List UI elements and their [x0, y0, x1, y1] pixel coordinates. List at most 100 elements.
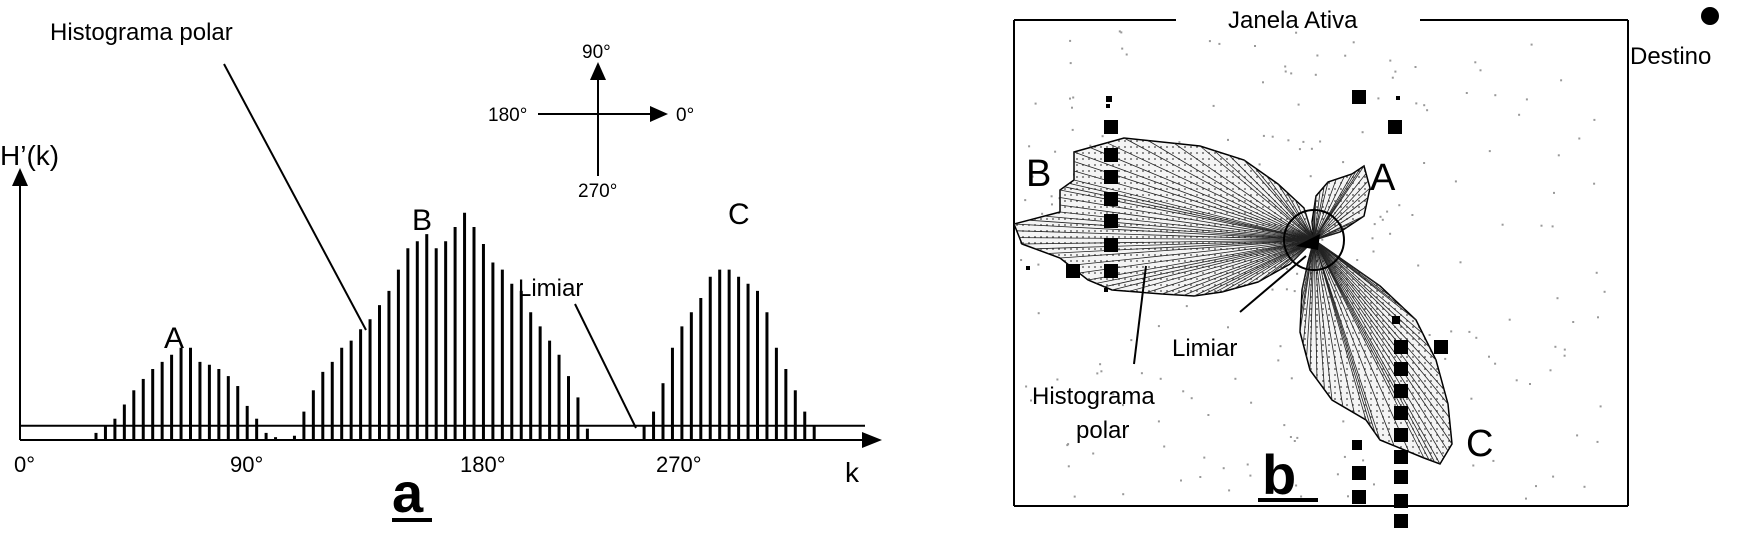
obstacle-cell	[1106, 104, 1110, 108]
scatter-dot	[1122, 493, 1125, 496]
polar-ray	[1233, 239, 1315, 289]
scatter-dot	[1549, 369, 1552, 372]
scatter-dot	[1207, 414, 1210, 416]
histogram-label-line1: Histograma	[1032, 383, 1155, 410]
polar-ray	[1019, 237, 1315, 241]
scatter-dot	[1285, 288, 1288, 291]
polar-ray	[1203, 239, 1315, 295]
scatter-dot	[1034, 102, 1037, 105]
polar-ray	[1104, 239, 1315, 288]
scatter-dot	[1069, 97, 1071, 100]
obstacle-cell	[1394, 450, 1408, 464]
scatter-dot	[1557, 154, 1560, 157]
scatter-dot	[1563, 348, 1566, 351]
scatter-dot	[1472, 464, 1475, 467]
scatter-dot	[1203, 456, 1206, 459]
scatter-dot	[1362, 459, 1365, 462]
scatter-dot	[1298, 148, 1301, 151]
scatter-dot	[1352, 41, 1355, 44]
direction-compass: 90° 180° 0° 270°	[488, 42, 694, 202]
scatter-dot	[1101, 135, 1104, 138]
limiar-label-b: Limiar	[1172, 335, 1237, 362]
polar-ray	[1313, 187, 1371, 241]
scatter-dot	[1344, 54, 1347, 57]
polar-ray	[1285, 191, 1315, 241]
obstacle-cell	[1352, 490, 1366, 504]
scatter-dot	[1290, 72, 1293, 75]
scatter-dot	[1182, 390, 1185, 393]
scatter-dot	[1222, 467, 1225, 470]
scatter-dot	[1250, 401, 1253, 404]
scatter-dot	[1071, 128, 1074, 131]
polar-ray	[1021, 239, 1315, 245]
polar-ray	[1172, 239, 1315, 296]
polar-ray	[1106, 142, 1315, 241]
polar-ray	[1078, 239, 1315, 274]
scatter-dot	[1041, 212, 1044, 215]
scatter-dot	[1373, 483, 1375, 486]
peak-label-a: A	[164, 322, 184, 355]
obstacle-cell	[1396, 96, 1400, 100]
polar-ray	[1313, 165, 1365, 241]
x-tick-0: 0°	[14, 452, 35, 477]
polar-ray	[1059, 197, 1315, 241]
polar-ray	[1313, 179, 1337, 241]
polar-ray	[1016, 230, 1315, 241]
polar-ray	[1313, 239, 1452, 432]
polar-ray	[1254, 167, 1315, 241]
active-window-label: Janela Ativa	[1228, 7, 1358, 34]
scatter-dot	[1459, 261, 1462, 264]
threshold-callout-line	[574, 303, 637, 429]
scatter-dot	[1112, 393, 1115, 396]
x-axis-label: k	[845, 457, 860, 488]
polar-ray	[1302, 239, 1315, 345]
scatter-dot	[1508, 318, 1511, 321]
polar-ray	[1087, 239, 1315, 281]
scatter-dot	[1099, 363, 1102, 366]
polar-ray	[1313, 239, 1417, 321]
polar-ray	[1313, 239, 1333, 401]
scatter-dot	[1310, 147, 1313, 150]
scatter-dot	[1576, 434, 1579, 437]
polar-ray	[1221, 239, 1315, 293]
destination-marker	[1701, 7, 1719, 25]
obstacle-cell	[1388, 120, 1402, 134]
polar-ray	[1161, 239, 1315, 295]
polar-ray	[1059, 211, 1315, 241]
scatter-dot	[1297, 103, 1300, 106]
scatter-dot	[1371, 237, 1374, 240]
polar-ray	[1313, 239, 1445, 391]
scatter-dot	[1414, 66, 1417, 68]
polar-ray	[1313, 173, 1367, 241]
obstacle-cell	[1394, 384, 1408, 398]
scatter-dot	[1121, 47, 1124, 50]
scatter-dot	[1394, 70, 1397, 73]
polar-ray	[1266, 175, 1315, 241]
threshold-circle	[1283, 209, 1345, 271]
polar-ray	[1313, 239, 1410, 453]
scatter-dot	[1411, 214, 1414, 216]
scatter-dot	[1398, 204, 1401, 207]
scatter-dot	[1474, 61, 1477, 64]
obstacle-cell	[1106, 96, 1112, 102]
scatter-dot	[1028, 145, 1031, 148]
scatter-dot	[1597, 316, 1599, 319]
polar-ray	[1313, 239, 1437, 361]
scatter-dot	[1208, 40, 1211, 43]
scatter-dot	[1381, 218, 1384, 221]
polar-ray	[1228, 154, 1315, 241]
scatter-dot	[1593, 118, 1596, 121]
scatter-dot	[1293, 290, 1296, 293]
panel-a: 0° 90° 180° 270° k H’(k) A B C Histogram…	[0, 19, 882, 524]
polar-ray	[1089, 147, 1315, 241]
scatter-dot	[1159, 377, 1162, 380]
scatter-dot	[1283, 424, 1286, 427]
polar-ray	[1047, 239, 1315, 254]
polar-ray	[1313, 239, 1395, 446]
threshold-callout-label: Limiar	[518, 275, 583, 302]
scatter-dot	[1553, 191, 1555, 194]
scatter-dot	[1415, 102, 1418, 105]
panel-letter-b: b	[1262, 443, 1296, 506]
scatter-dot	[1336, 473, 1339, 476]
x-tick-270: 270°	[656, 452, 702, 477]
